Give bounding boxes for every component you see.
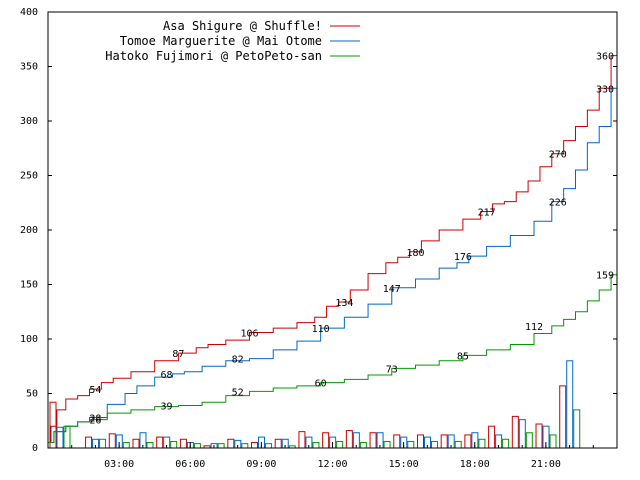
hour-bar-17-series-0 — [464, 434, 472, 449]
series-line-0 — [48, 55, 617, 444]
hour-bar-20-series-0 — [535, 423, 543, 449]
hour-bar-18-series-2 — [502, 438, 510, 449]
hour-bar-11-series-0 — [322, 432, 330, 449]
data-label-1-4: 147 — [383, 284, 401, 295]
y-tick-label-350: 350 — [20, 62, 38, 73]
y-tick-label-50: 50 — [26, 389, 38, 400]
hour-bar-9-series-0 — [274, 438, 282, 449]
hour-bar-13-series-2 — [383, 440, 391, 449]
hour-bar-6-series-2 — [217, 443, 225, 449]
data-label-0-4: 180 — [406, 248, 424, 259]
x-tick-label-15: 15:00 — [389, 459, 419, 470]
series-line-2 — [48, 274, 617, 444]
hour-bar-14-series-0 — [393, 434, 401, 449]
data-labels: 54 87 106 134 180 217 270 360 28 68 82 110 147 176 226… — [89, 52, 614, 427]
y-tick-label-150: 150 — [20, 280, 38, 291]
data-label-0-6: 270 — [549, 150, 567, 161]
hour-bar-13-series-0 — [369, 432, 377, 449]
y-tick-label-100: 100 — [20, 334, 38, 345]
x-tick-label-9: 09:00 — [246, 459, 276, 470]
hour-bar-2-series-2 — [122, 442, 130, 449]
data-label-1-6: 226 — [549, 198, 567, 209]
data-label-1-5: 176 — [454, 252, 472, 263]
hour-bar-10-series-2 — [312, 442, 320, 449]
hour-bar-12-series-2 — [359, 442, 367, 449]
hour-bar-1-series-0 — [85, 436, 93, 449]
series-lines — [48, 55, 617, 444]
data-label-1-0: 28 — [89, 413, 101, 424]
hour-bar-10-series-0 — [298, 431, 306, 449]
data-label-1-3: 110 — [312, 324, 330, 335]
hour-bar-15-series-2 — [430, 440, 438, 449]
data-label-0-7: 360 — [596, 52, 614, 63]
data-label-1-2: 82 — [232, 355, 244, 366]
data-label-2-0: 26 — [89, 416, 101, 427]
hour-bar-2-series-0 — [108, 433, 116, 449]
data-label-1-7: 330 — [596, 84, 614, 95]
data-label-0-1: 87 — [172, 349, 184, 360]
hour-bar-4-series-2 — [170, 440, 178, 449]
hour-bar-8-series-0 — [251, 442, 259, 449]
hour-bar-7-series-2 — [241, 443, 249, 449]
legend-label-2: Hatoko Fujimori @ PetoPeto-san — [105, 49, 322, 63]
hour-bar-7-series-0 — [227, 438, 235, 449]
hour-bar-20-series-2 — [549, 434, 557, 449]
data-label-2-6: 112 — [525, 322, 543, 333]
hour-bar-1-series-2 — [99, 438, 107, 449]
data-label-0-2: 106 — [240, 328, 258, 339]
x-tick-label-12: 12:00 — [317, 459, 347, 470]
hour-bar-16-series-0 — [440, 434, 448, 449]
x-tick-label-6: 06:00 — [175, 459, 205, 470]
hour-bar-19-series-1 — [518, 419, 526, 449]
hour-bar-21-series-2 — [573, 409, 581, 449]
hour-bar-0-series-1 — [56, 426, 64, 449]
data-label-2-7: 159 — [596, 271, 614, 282]
hour-bar-3-series-0 — [132, 438, 140, 449]
data-label-1-1: 68 — [161, 370, 173, 381]
x-tick-label-21: 21:00 — [531, 459, 561, 470]
hour-bar-21-series-0 — [559, 385, 567, 449]
hour-bar-3-series-2 — [146, 442, 154, 449]
series-line-1 — [48, 87, 617, 444]
y-axis: 0 50 100 150 200 250 300 350 400 — [20, 7, 617, 454]
y-tick-label-200: 200 — [20, 225, 38, 236]
y-tick-label-400: 400 — [20, 7, 38, 18]
data-label-2-2: 52 — [232, 387, 244, 398]
hour-bar-4-series-0 — [156, 436, 164, 449]
data-label-2-1: 39 — [161, 401, 173, 412]
legend-label-1: Tomoe Marguerite @ Mai Otome — [120, 34, 322, 48]
x-tick-label-3: 03:00 — [104, 459, 134, 470]
hour-bar-16-series-2 — [454, 440, 462, 449]
hour-bar-14-series-2 — [407, 440, 415, 449]
y-tick-label-300: 300 — [20, 116, 38, 127]
hour-bar-0-series-2 — [63, 425, 71, 449]
hour-bar-15-series-0 — [416, 434, 424, 449]
hour-bar-19-series-0 — [511, 415, 519, 449]
hour-bar-12-series-0 — [345, 430, 353, 449]
data-label-0-5: 217 — [478, 207, 496, 218]
data-label-2-4: 73 — [386, 364, 398, 375]
legend-label-0: Asa Shigure @ Shuffle! — [163, 19, 322, 33]
data-label-2-5: 85 — [457, 351, 469, 362]
data-label-0-3: 134 — [335, 298, 353, 309]
hour-bar-21-series-1 — [566, 360, 574, 449]
data-label-0-0: 54 — [89, 385, 101, 396]
hour-bar-5-series-2 — [193, 443, 201, 449]
y-tick-label-250: 250 — [20, 171, 38, 182]
hour-bar-18-series-0 — [488, 425, 496, 449]
x-tick-label-18: 18:00 — [460, 459, 490, 470]
hourly-bars — [49, 360, 581, 449]
legend: Asa Shigure @ Shuffle!Tomoe Marguerite @… — [105, 19, 360, 63]
hour-bar-19-series-2 — [525, 432, 533, 449]
hour-bar-11-series-2 — [336, 440, 344, 449]
y-tick-label-0: 0 — [32, 443, 38, 454]
hour-bar-5-series-0 — [179, 438, 187, 449]
x-axis: 03:00 06:00 09:00 12:00 15:00 18:00 21:00 — [71, 442, 594, 470]
hour-bar-8-series-2 — [265, 443, 273, 449]
hour-bar-17-series-2 — [478, 438, 486, 449]
data-label-2-3: 60 — [315, 379, 327, 390]
